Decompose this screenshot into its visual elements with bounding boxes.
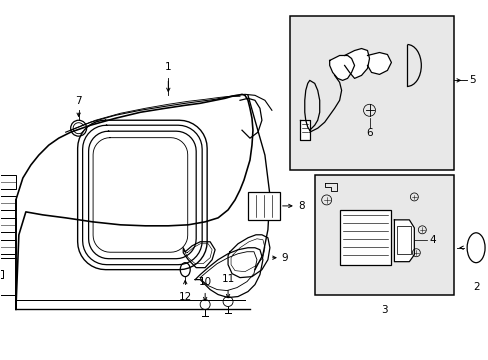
Polygon shape bbox=[344, 49, 369, 78]
Text: 5: 5 bbox=[468, 75, 475, 85]
Bar bbox=[0, 240, 16, 254]
Text: 7: 7 bbox=[75, 96, 82, 106]
Bar bbox=[247, 192, 279, 220]
Bar bbox=[0, 218, 16, 232]
Polygon shape bbox=[227, 235, 269, 278]
Text: 1: 1 bbox=[164, 62, 171, 72]
Bar bbox=[0, 175, 16, 189]
Text: 2: 2 bbox=[472, 282, 478, 292]
Bar bbox=[314, 175, 453, 294]
Text: 10: 10 bbox=[198, 276, 211, 287]
Polygon shape bbox=[394, 220, 413, 262]
Text: 3: 3 bbox=[380, 305, 387, 315]
Bar bbox=[0, 196, 16, 210]
Text: 11: 11 bbox=[221, 274, 234, 284]
Text: 12: 12 bbox=[178, 292, 191, 302]
Text: 4: 4 bbox=[428, 235, 435, 245]
Polygon shape bbox=[367, 53, 390, 75]
Bar bbox=[397, 226, 410, 254]
Bar bbox=[339, 210, 390, 265]
Text: 9: 9 bbox=[281, 253, 288, 263]
Polygon shape bbox=[329, 55, 354, 80]
Text: 6: 6 bbox=[366, 128, 372, 138]
Bar bbox=[289, 15, 453, 170]
Text: 8: 8 bbox=[297, 201, 304, 211]
Polygon shape bbox=[299, 120, 309, 140]
